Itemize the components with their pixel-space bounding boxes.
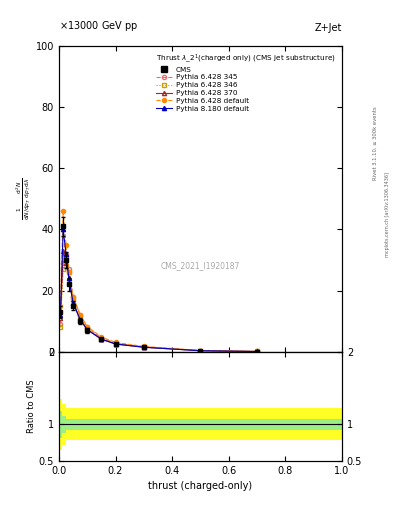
Text: mcplots.cern.ch [arXiv:1306.3436]: mcplots.cern.ch [arXiv:1306.3436]	[385, 173, 389, 258]
Text: Z+Jet: Z+Jet	[314, 23, 342, 33]
X-axis label: thrust (charged-only): thrust (charged-only)	[149, 481, 252, 491]
Text: CMS_2021_I1920187: CMS_2021_I1920187	[161, 262, 240, 271]
Text: $\times$13000 GeV pp: $\times$13000 GeV pp	[59, 19, 138, 33]
Y-axis label: $\frac{1}{\mathrm{d}N/\mathrm{d}p_T}\,\frac{\mathrm{d}^2N}{\mathrm{d}p_T\,\mathr: $\frac{1}{\mathrm{d}N/\mathrm{d}p_T}\,\f…	[15, 178, 33, 220]
Text: Rivet 3.1.10, ≥ 300k events: Rivet 3.1.10, ≥ 300k events	[373, 106, 378, 180]
Y-axis label: Ratio to CMS: Ratio to CMS	[27, 379, 36, 433]
Legend: CMS, Pythia 6.428 345, Pythia 6.428 346, Pythia 6.428 370, Pythia 6.428 default,: CMS, Pythia 6.428 345, Pythia 6.428 346,…	[154, 50, 338, 114]
